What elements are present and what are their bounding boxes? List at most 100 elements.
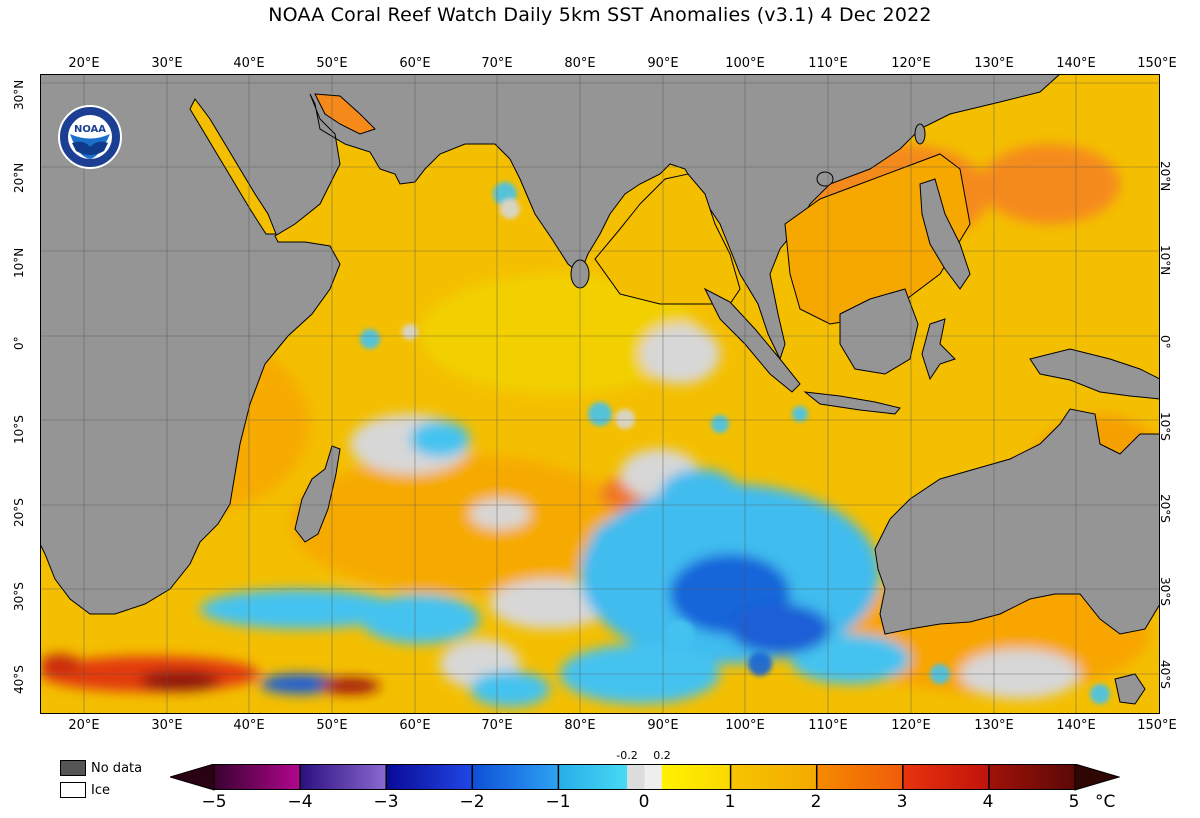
lon-label-top-30e: 30°E <box>151 56 183 71</box>
lon-label-top-90e: 90°E <box>647 56 679 71</box>
hot-patch <box>40 654 80 674</box>
neutral-patch <box>470 499 530 529</box>
lon-label-top-70e: 70°E <box>481 56 513 71</box>
speckle <box>402 324 418 340</box>
lon-label-top-100e: 100°E <box>725 56 765 71</box>
colorbar-segment <box>730 764 817 790</box>
cb-small-tick-minus02: -0.2 <box>616 749 638 762</box>
lon-label-top-50e: 50°E <box>316 56 348 71</box>
warm-patch <box>420 274 700 394</box>
lat-label-right-20n: 20°N <box>1158 161 1172 192</box>
hot-patch <box>140 671 220 691</box>
lon-label-top-150e: 150°E <box>1137 56 1177 71</box>
colorbar-segment <box>627 764 645 790</box>
speckle <box>711 415 729 433</box>
cool-patch <box>200 589 400 629</box>
lon-label-bottom-150e: 150°E <box>1137 718 1177 733</box>
persian-gulf <box>314 93 376 135</box>
noaa-logo: NOAA <box>58 105 122 169</box>
lon-label-top-110e: 110°E <box>808 56 848 71</box>
cool-patch <box>790 634 910 684</box>
logo-wave-icon <box>72 141 108 155</box>
speckle <box>1090 684 1110 704</box>
neutral-patch <box>640 324 720 384</box>
colorbar-segment <box>902 764 989 790</box>
madagascar <box>294 445 341 543</box>
colorbar-unit: °C <box>1095 792 1116 812</box>
logo-wordmark: NOAA <box>74 124 106 135</box>
cb-tick-minus4: −4 <box>287 792 313 812</box>
colorbar-segment <box>988 764 1075 790</box>
cb-tick-2: 2 <box>810 792 822 812</box>
speckle <box>748 652 772 676</box>
land <box>40 74 1160 705</box>
no-data-swatch <box>60 760 86 776</box>
lat-label-right-0: 0° <box>1158 335 1172 349</box>
lat-label-left-10s: 10°S <box>12 415 26 444</box>
speckle <box>588 402 612 426</box>
warm-patch <box>290 454 630 594</box>
lat-label-right-20s: 20°S <box>1158 494 1172 523</box>
colorbar <box>170 764 1120 791</box>
lat-label-left-20n: 20°N <box>12 162 26 193</box>
bay-of-bengal <box>594 173 741 305</box>
lon-label-bottom-90e: 90°E <box>647 718 679 733</box>
cb-tick-0: 0 <box>638 792 650 812</box>
new-guinea <box>1029 348 1160 400</box>
lat-label-left-30n: 30°N <box>12 79 26 110</box>
colorbar-low-arrow <box>170 764 215 791</box>
hainan <box>816 171 834 187</box>
lat-label-right-40s: 40°S <box>1158 660 1172 689</box>
australia <box>874 408 1160 635</box>
lon-label-bottom-70e: 70°E <box>481 718 513 733</box>
colorbar-segment <box>472 764 559 790</box>
cb-tick-minus1: −1 <box>545 792 571 812</box>
cold-patch <box>730 604 830 654</box>
ice-swatch <box>60 782 86 798</box>
ice-label: Ice <box>91 782 110 798</box>
colorbar-high-arrow <box>1074 764 1120 791</box>
cool-patch <box>410 421 470 457</box>
cb-tick-5: 5 <box>1068 792 1080 812</box>
lon-label-bottom-130e: 130°E <box>974 718 1014 733</box>
philippines <box>919 178 971 290</box>
speckle <box>615 409 635 429</box>
colorbar-segment <box>644 764 662 790</box>
lon-label-top-80e: 80°E <box>564 56 596 71</box>
taiwan <box>914 123 926 145</box>
sst-anomaly-map: NOAA <box>40 74 1160 714</box>
cool-patch <box>660 469 740 519</box>
cool-patch <box>470 671 550 707</box>
lon-label-top-40e: 40°E <box>233 56 265 71</box>
lon-label-bottom-20e: 20°E <box>68 718 100 733</box>
no-data-label: No data <box>91 760 143 776</box>
cb-tick-1: 1 <box>724 792 736 812</box>
legend-no-data: No data <box>60 760 142 776</box>
lon-label-top-130e: 130°E <box>974 56 1014 71</box>
lat-label-left-40s: 40°S <box>12 665 26 694</box>
lon-label-bottom-30e: 30°E <box>151 718 183 733</box>
cb-tick-4: 4 <box>982 792 994 812</box>
lon-label-top-20e: 20°E <box>68 56 100 71</box>
lat-label-left-0: 0° <box>12 336 26 350</box>
lon-label-bottom-140e: 140°E <box>1056 718 1096 733</box>
colorbar-segment <box>300 764 387 790</box>
speckle <box>792 406 808 422</box>
java <box>803 391 901 415</box>
speckle <box>360 329 380 349</box>
cb-tick-minus2: −2 <box>459 792 485 812</box>
lon-label-bottom-50e: 50°E <box>316 718 348 733</box>
lon-label-bottom-100e: 100°E <box>725 718 765 733</box>
colorbar-segments <box>214 764 1075 790</box>
lon-label-bottom-120e: 120°E <box>891 718 931 733</box>
hot-patch <box>320 678 380 694</box>
lon-label-bottom-110e: 110°E <box>808 718 848 733</box>
colorbar-segment <box>214 764 301 790</box>
lon-label-bottom-80e: 80°E <box>564 718 596 733</box>
lon-label-top-120e: 120°E <box>891 56 931 71</box>
africa-arabia-asia <box>40 74 1061 615</box>
map-frame <box>40 74 1160 714</box>
cb-tick-minus5: −5 <box>201 792 227 812</box>
lat-label-left-30s: 30°S <box>12 582 26 611</box>
lat-label-right-30s: 30°S <box>1158 577 1172 606</box>
